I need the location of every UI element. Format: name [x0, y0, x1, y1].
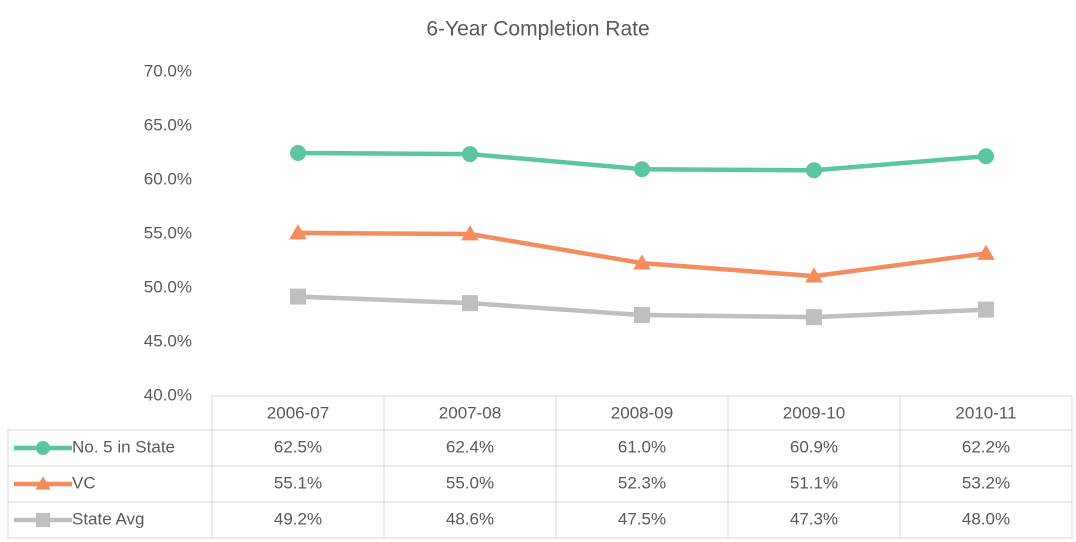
marker — [977, 244, 995, 260]
x-tick-label: 2008-09 — [611, 403, 673, 422]
marker — [36, 513, 50, 527]
data-label: 62.5% — [274, 437, 322, 456]
data-label: 47.5% — [618, 509, 666, 528]
y-tick-label: 45.0% — [144, 331, 192, 350]
data-label: 48.6% — [446, 509, 494, 528]
marker — [806, 309, 822, 326]
x-tick-label: 2010-11 — [955, 403, 1016, 422]
marker — [290, 288, 306, 305]
chart-title: 6-Year Completion Rate — [426, 18, 649, 41]
y-tick-label: 60.0% — [144, 169, 192, 188]
data-label: 52.3% — [618, 473, 666, 492]
marker — [462, 146, 478, 163]
legend-label: State Avg — [72, 509, 144, 528]
data-label: 62.2% — [962, 437, 1010, 456]
y-tick-label: 40.0% — [144, 385, 192, 404]
marker — [35, 476, 51, 490]
marker — [978, 301, 994, 318]
legend-label: VC — [72, 473, 96, 492]
marker — [978, 148, 994, 165]
data-label: 53.2% — [962, 473, 1010, 492]
marker — [806, 162, 822, 179]
marker — [289, 224, 307, 240]
x-tick-label: 2009-10 — [783, 403, 845, 422]
data-label: 55.0% — [446, 473, 494, 492]
marker — [634, 161, 650, 178]
marker — [462, 295, 478, 312]
marker — [805, 267, 823, 283]
data-label: 62.4% — [446, 437, 494, 456]
marker — [634, 307, 650, 323]
data-label: 61.0% — [618, 437, 666, 456]
data-label: 60.9% — [790, 437, 838, 456]
marker — [633, 254, 651, 270]
x-tick-label: 2006-07 — [267, 403, 329, 422]
legend-label: No. 5 in State — [72, 437, 175, 456]
y-tick-label: 65.0% — [144, 115, 192, 134]
y-tick-label: 70.0% — [144, 61, 192, 80]
data-label: 47.3% — [790, 509, 838, 528]
y-tick-label: 55.0% — [144, 223, 192, 242]
x-tick-label: 2007-08 — [439, 403, 501, 422]
data-label: 55.1% — [274, 473, 322, 492]
y-tick-label: 50.0% — [144, 277, 192, 296]
marker — [36, 441, 50, 455]
marker — [461, 225, 479, 241]
marker — [290, 145, 306, 161]
data-label: 49.2% — [274, 509, 322, 528]
data-label: 48.0% — [962, 509, 1010, 528]
data-label: 51.1% — [790, 473, 838, 492]
